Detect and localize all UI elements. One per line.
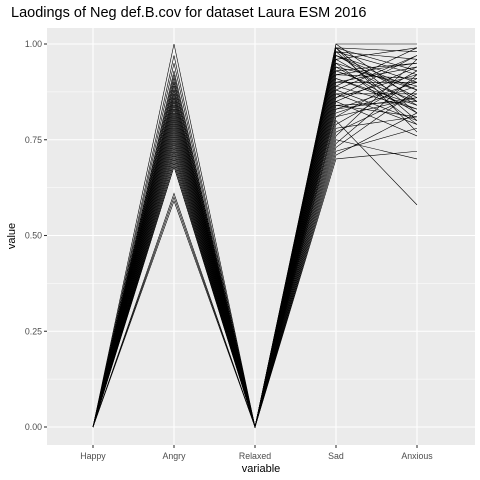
y-axis-title: value bbox=[6, 223, 18, 249]
series-lines bbox=[92, 43, 418, 429]
y-tick-label: 0.75 bbox=[25, 135, 42, 145]
y-tick-label: 0.50 bbox=[25, 231, 42, 241]
x-axis-title: variable bbox=[242, 463, 281, 475]
x-tick-label: Angry bbox=[163, 451, 187, 461]
y-axis: 0.00 0.25 0.50 0.75 1.00 bbox=[25, 39, 47, 432]
y-tick-label: 0.25 bbox=[25, 326, 42, 336]
x-tick-label: Relaxed bbox=[239, 451, 271, 461]
x-tick-label: Sad bbox=[328, 451, 344, 461]
series-line bbox=[92, 112, 418, 428]
x-tick-label: Happy bbox=[80, 451, 106, 461]
chart-title: Laodings of Neg def.B.cov for dataset La… bbox=[11, 5, 366, 21]
y-tick-label: 0.00 bbox=[25, 422, 42, 432]
x-tick-label: Anxious bbox=[401, 451, 433, 461]
x-axis: Happy Angry Relaxed Sad Anxious bbox=[80, 445, 433, 461]
plot-panel bbox=[47, 28, 475, 445]
y-tick-label: 1.00 bbox=[25, 39, 42, 49]
